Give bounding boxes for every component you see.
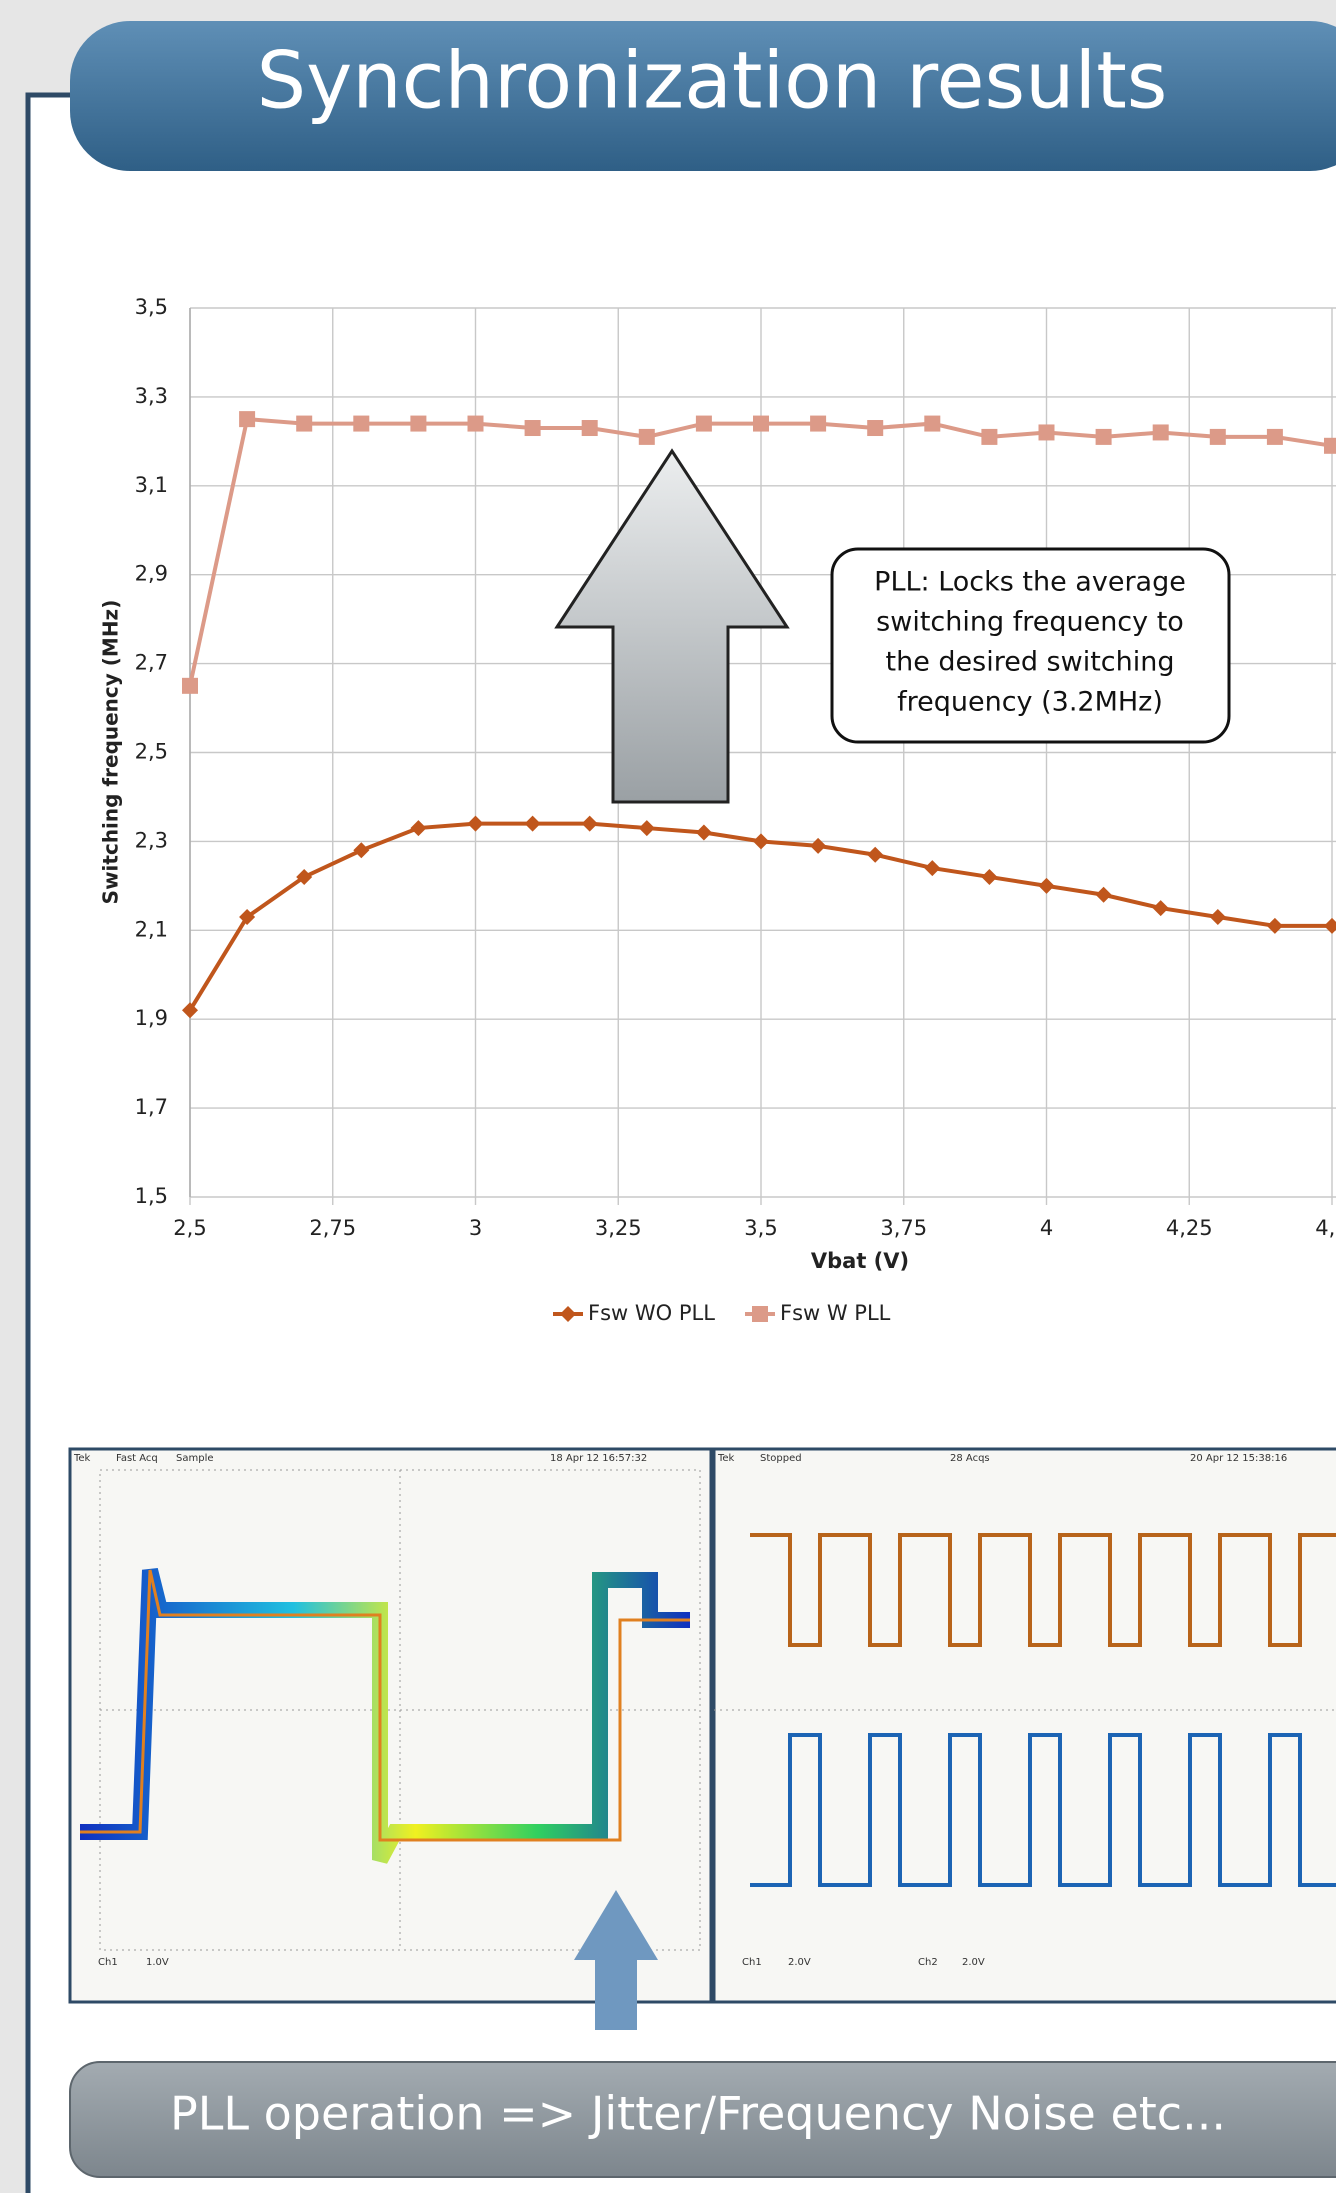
- y-tick-label: 2,5: [135, 740, 168, 764]
- scope-text: 1.0V: [146, 1957, 169, 1968]
- scope-text: Stopped: [760, 1453, 802, 1464]
- data-point: [696, 416, 712, 432]
- data-point: [867, 420, 883, 436]
- data-point: [182, 678, 198, 694]
- y-axis-title: Switching frequency (MHz): [99, 600, 123, 905]
- scope-text: 28 Acqs: [950, 1453, 990, 1464]
- scope-text: 18 Apr 12 16:57:32: [550, 1453, 647, 1464]
- x-tick-label: 2,75: [309, 1216, 356, 1240]
- scope-text: 2.0V: [788, 1957, 811, 1968]
- legend-label: Fsw W PLL: [780, 1301, 891, 1325]
- x-axis-title: Vbat (V): [811, 1249, 909, 1273]
- legend-marker: [752, 1306, 768, 1322]
- x-tick-label: 4: [1040, 1216, 1053, 1240]
- scope-text: Sample: [176, 1453, 214, 1464]
- x-tick-label: 4,5: [1315, 1216, 1336, 1240]
- y-tick-label: 2,9: [135, 562, 168, 586]
- y-tick-label: 2,1: [135, 917, 168, 941]
- scope-right: Tek Stopped 28 Acqs 20 Apr 12 15:38:16 C…: [714, 1449, 1336, 2002]
- x-tick-label: 3,25: [595, 1216, 642, 1240]
- scope-text: Fast Acq: [116, 1453, 158, 1464]
- scope-frame: [714, 1449, 1336, 2002]
- data-point: [582, 420, 598, 436]
- x-tick-label: 3,75: [880, 1216, 927, 1240]
- annotation-line: frequency (3.2MHz): [897, 687, 1163, 718]
- scope-text: Ch2: [918, 1957, 938, 1968]
- y-tick-label: 1,7: [135, 1095, 168, 1119]
- annotation-line: PLL: Locks the average: [874, 567, 1186, 598]
- data-point: [1267, 429, 1283, 445]
- data-point: [924, 416, 940, 432]
- data-point: [639, 429, 655, 445]
- x-tick-label: 3: [469, 1216, 482, 1240]
- scope-text: Ch1: [98, 1957, 118, 1968]
- footer-text: PLL operation => Jitter/Frequency Noise …: [170, 2087, 1226, 2141]
- scope-text: Tek: [717, 1453, 735, 1464]
- y-tick-label: 3,3: [135, 384, 168, 408]
- data-point: [1096, 429, 1112, 445]
- y-tick-label: 2,7: [135, 651, 168, 675]
- y-tick-label: 2,3: [135, 828, 168, 852]
- data-point: [239, 411, 255, 427]
- x-tick-label: 4,25: [1166, 1216, 1213, 1240]
- x-tick-label: 2,5: [173, 1216, 206, 1240]
- data-point: [1324, 438, 1336, 454]
- data-point: [753, 416, 769, 432]
- data-point: [468, 416, 484, 432]
- data-point: [1039, 424, 1055, 440]
- y-tick-label: 1,5: [135, 1184, 168, 1208]
- data-point: [410, 416, 426, 432]
- data-point: [353, 416, 369, 432]
- scope-text: 20 Apr 12 15:38:16: [1190, 1453, 1287, 1464]
- page: {"slide": {"title": "Synchronization res…: [0, 0, 1336, 2193]
- data-point: [1153, 424, 1169, 440]
- y-tick-label: 3,5: [135, 295, 168, 319]
- scope-text: Ch1: [742, 1957, 762, 1968]
- legend-label: Fsw WO PLL: [588, 1301, 715, 1325]
- x-tick-label: 3,5: [744, 1216, 777, 1240]
- data-point: [525, 420, 541, 436]
- y-tick-label: 1,9: [135, 1006, 168, 1030]
- data-point: [296, 416, 312, 432]
- annotation-line: switching frequency to: [876, 607, 1184, 638]
- annotation-line: the desired switching: [886, 647, 1175, 678]
- data-point: [1210, 429, 1226, 445]
- slide: Synchronization results 1,5 1,7 1,9 2,1 2,3 2…: [0, 0, 1336, 2193]
- data-point: [981, 429, 997, 445]
- scope-text: Tek: [73, 1453, 91, 1464]
- scope-text: 2.0V: [962, 1957, 985, 1968]
- data-point: [810, 416, 826, 432]
- y-tick-label: 3,1: [135, 473, 168, 497]
- slide-title: Synchronization results: [257, 36, 1168, 126]
